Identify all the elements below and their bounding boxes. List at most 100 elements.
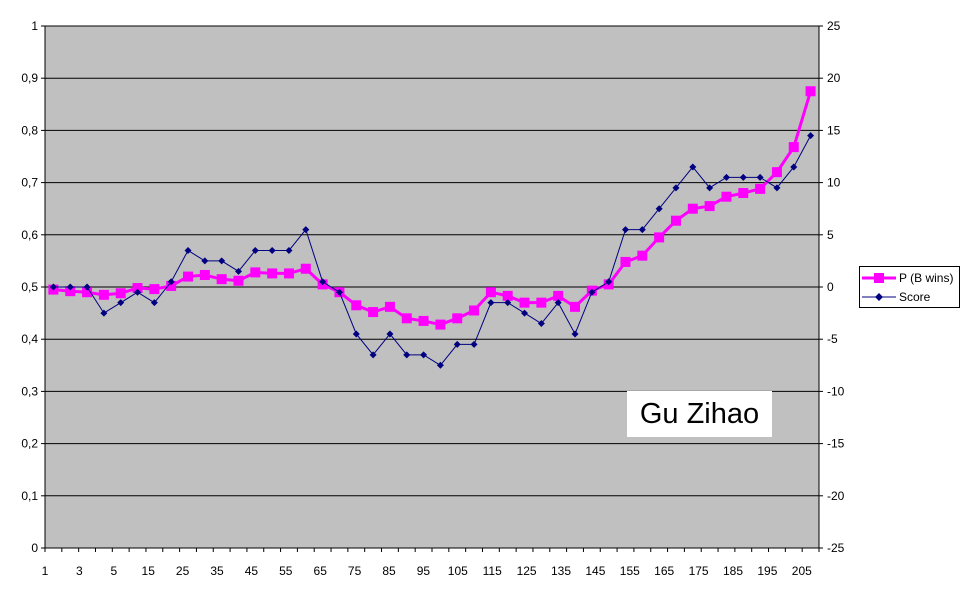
data-point-score	[386, 330, 394, 338]
legend-label-p: P (B wins)	[899, 271, 954, 285]
y-right-tick-label: -20	[827, 489, 845, 503]
data-point-p-b-wins	[233, 275, 244, 286]
data-point-p-b-wins	[435, 319, 446, 330]
data-point-p-b-wins	[82, 287, 93, 298]
data-point-score	[521, 309, 529, 317]
x-tick-label: 135	[551, 564, 571, 578]
data-point-score	[773, 184, 781, 192]
chart-annotation: Gu Zihao	[627, 391, 772, 437]
data-point-score	[655, 205, 663, 213]
x-tick-label: 155	[620, 564, 640, 578]
y-axis-right-ticks: -25 -20 -15 -10 -5 0 5 10 15 20 25	[819, 19, 845, 555]
y-right-tick-label: 20	[827, 71, 841, 85]
data-point-score	[235, 267, 242, 275]
y-left-tick-label: 0,1	[21, 489, 38, 503]
y-right-tick-label: -15	[827, 437, 845, 451]
x-tick-label: 185	[723, 564, 743, 578]
x-tick-label: 15	[142, 564, 156, 578]
data-point-p-b-wins	[536, 297, 547, 308]
data-point-score	[117, 299, 125, 307]
y-left-tick-label: 0,9	[21, 71, 38, 85]
x-tick-label: 175	[689, 564, 709, 578]
y-left-tick-label: 0,5	[21, 280, 38, 294]
data-point-p-b-wins	[199, 269, 210, 280]
data-point-p-b-wins	[250, 267, 261, 278]
data-point-score	[83, 283, 91, 291]
legend: P (B wins) Score	[859, 266, 960, 308]
data-point-score	[167, 278, 175, 286]
y-right-tick-label: 10	[827, 176, 841, 190]
data-point-p-b-wins	[771, 167, 782, 178]
data-point-p-b-wins	[384, 301, 395, 312]
data-point-score	[790, 163, 798, 171]
data-point-score	[537, 320, 545, 328]
x-tick-label: 5	[110, 564, 117, 578]
data-point-score	[588, 288, 596, 296]
data-point-p-b-wins	[553, 290, 564, 301]
x-tick-label: 205	[792, 564, 812, 578]
data-point-score	[756, 173, 764, 181]
data-point-score	[218, 257, 226, 265]
data-point-score	[739, 173, 747, 181]
x-tick-label: 1	[42, 564, 49, 578]
y-right-tick-label: -25	[827, 541, 845, 555]
data-point-score	[420, 351, 428, 359]
data-point-score	[622, 226, 629, 234]
legend-item-score: Score	[862, 288, 930, 306]
data-point-p-b-wins	[418, 315, 429, 326]
data-point-score	[504, 299, 512, 307]
data-point-score	[66, 283, 74, 291]
data-point-p-b-wins	[620, 256, 631, 267]
y-right-tick-label: -10	[827, 384, 845, 398]
data-point-score	[470, 340, 478, 348]
x-tick-label: 85	[382, 564, 396, 578]
data-point-p-b-wins	[788, 142, 799, 153]
y-right-tick-label: -5	[827, 332, 838, 346]
data-point-score	[251, 246, 259, 254]
y-left-tick-label: 0,7	[21, 176, 38, 190]
data-point-score	[722, 173, 730, 181]
data-point-score	[268, 246, 276, 254]
y-left-tick-label: 0,2	[21, 437, 38, 451]
data-point-score	[638, 226, 646, 234]
data-point-p-b-wins	[98, 289, 109, 300]
data-point-p-b-wins	[654, 232, 665, 243]
legend-swatch-p	[862, 273, 896, 283]
series-line-score	[53, 135, 812, 366]
data-point-p-b-wins	[300, 263, 311, 274]
data-point-score	[49, 283, 57, 291]
data-point-score	[571, 330, 579, 338]
y-axis-left-ticks: 0 0,1 0,2 0,3 0,4 0,5 0,6 0,7 0,8 0,9 1	[21, 19, 45, 555]
series-layer	[48, 86, 816, 369]
data-point-score	[369, 351, 377, 359]
data-point-score	[184, 246, 192, 254]
data-point-p-b-wins	[670, 215, 681, 226]
data-point-p-b-wins	[368, 307, 379, 318]
data-point-score	[605, 278, 613, 286]
x-tick-label: 115	[483, 564, 502, 578]
data-point-score	[285, 246, 293, 254]
data-point-p-b-wins	[115, 288, 126, 299]
data-point-p-b-wins	[351, 300, 362, 311]
data-point-p-b-wins	[65, 286, 76, 297]
data-point-p-b-wins	[469, 305, 480, 316]
data-point-p-b-wins	[637, 250, 648, 261]
x-tick-label: 145	[585, 564, 605, 578]
data-point-p-b-wins	[502, 290, 513, 301]
data-point-score	[335, 288, 343, 296]
legend-swatch-score	[862, 293, 896, 301]
x-tick-label: 35	[210, 564, 224, 578]
y-left-tick-label: 0	[31, 541, 38, 555]
legend-label-score: Score	[899, 290, 931, 304]
y-right-tick-label: 0	[827, 280, 834, 294]
data-point-p-b-wins	[704, 201, 715, 212]
x-tick-label: 95	[417, 564, 431, 578]
data-point-score	[201, 257, 209, 265]
data-point-p-b-wins	[805, 86, 816, 97]
data-point-score	[319, 278, 327, 286]
data-point-p-b-wins	[485, 287, 496, 298]
x-tick-label: 65	[314, 564, 328, 578]
x-axis-ticks: 1 3 5 15 25 35 45 55 65 75 85 95 105 115 125 135 145 155 1…	[42, 548, 820, 578]
data-point-p-b-wins	[401, 313, 412, 324]
y-left-tick-label: 0,6	[21, 228, 38, 242]
